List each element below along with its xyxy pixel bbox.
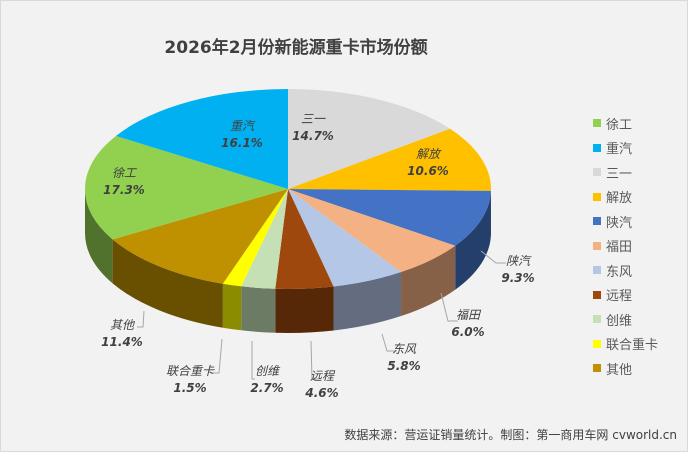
legend-swatch bbox=[593, 315, 601, 324]
legend-item: 创维 bbox=[593, 307, 658, 332]
legend-swatch bbox=[593, 339, 601, 348]
data-label-lianhe: 联合重卡 1.5% bbox=[165, 364, 215, 395]
legend: 徐工重汽三一解放陕汽福田东风远程创维联合重卡其他 bbox=[593, 111, 658, 381]
legend-item: 陕汽 bbox=[593, 209, 658, 234]
legend-swatch bbox=[593, 119, 601, 128]
legend-item: 远程 bbox=[593, 283, 658, 308]
data-label-foton: 福田 6.0% bbox=[451, 308, 485, 339]
slice-福田[interactable] bbox=[288, 189, 456, 273]
leader-line-3 bbox=[310, 340, 319, 380]
slice-远程[interactable] bbox=[275, 189, 334, 289]
slice-side-8 bbox=[112, 239, 223, 328]
legend-item: 重汽 bbox=[593, 136, 658, 161]
data-label-jiefang: 解放 10.6% bbox=[407, 147, 449, 178]
data-label-yuancheng: 远程 4.6% bbox=[305, 369, 339, 400]
slice-side-3 bbox=[401, 245, 456, 317]
legend-label: 远程 bbox=[606, 289, 633, 305]
legend-item: 其他 bbox=[593, 356, 658, 381]
data-label-others: 其他 11.4% bbox=[101, 318, 143, 349]
slice-创维[interactable] bbox=[241, 189, 288, 289]
data-label-xcmg: 徐工 17.3% bbox=[103, 166, 145, 197]
legend-label: 福田 bbox=[606, 240, 633, 256]
legend-label: 徐工 bbox=[606, 117, 633, 133]
legend-label: 三一 bbox=[606, 166, 633, 182]
legend-item: 东风 bbox=[593, 258, 658, 283]
legend-label: 东风 bbox=[606, 264, 633, 280]
legend-label: 其他 bbox=[606, 362, 633, 378]
slice-side-6 bbox=[241, 286, 276, 333]
legend-swatch bbox=[593, 143, 601, 152]
data-label-dongfeng: 东风 5.8% bbox=[387, 342, 421, 373]
leader-line-6 bbox=[137, 310, 145, 328]
leader-line-2 bbox=[381, 333, 396, 352]
slice-side-4 bbox=[333, 272, 402, 331]
slice-联合重卡[interactable] bbox=[222, 189, 288, 287]
legend-item: 解放 bbox=[593, 185, 658, 210]
legend-label: 陕汽 bbox=[606, 215, 633, 231]
slice-其他[interactable] bbox=[112, 189, 289, 284]
data-label-sany: 三一 14.7% bbox=[292, 112, 334, 143]
legend-swatch bbox=[593, 266, 601, 275]
legend-label: 重汽 bbox=[606, 142, 633, 158]
legend-swatch bbox=[593, 241, 601, 250]
leader-line-1 bbox=[440, 292, 458, 322]
legend-label: 解放 bbox=[606, 191, 633, 207]
slice-解放[interactable] bbox=[288, 128, 491, 191]
slice-东风[interactable] bbox=[288, 189, 402, 287]
legend-swatch bbox=[593, 364, 601, 373]
slice-三一[interactable] bbox=[288, 89, 450, 189]
slice-side-2 bbox=[455, 190, 491, 290]
slice-side-7 bbox=[222, 283, 242, 331]
source-note: 数据来源：营运证销量统计。制图：第一商用车网 cvworld.cn bbox=[344, 428, 677, 442]
leader-line-5 bbox=[213, 338, 223, 374]
data-label-chuangwei: 创维 2.7% bbox=[250, 364, 284, 395]
slice-side-5 bbox=[275, 286, 334, 333]
legend-swatch bbox=[593, 168, 601, 177]
slice-重汽[interactable] bbox=[115, 89, 288, 189]
legend-item: 徐工 bbox=[593, 111, 658, 136]
legend-swatch bbox=[593, 290, 601, 299]
legend-label: 联合重卡 bbox=[606, 338, 659, 354]
slice-陕汽[interactable] bbox=[288, 189, 491, 246]
legend-item: 三一 bbox=[593, 160, 658, 185]
legend-item: 福田 bbox=[593, 234, 658, 259]
chart-title: 2026年2月份新能源重卡市场份额 bbox=[164, 38, 428, 58]
data-label-shaanqi: 陕汽 9.3% bbox=[501, 254, 535, 285]
leader-line-4 bbox=[251, 341, 255, 380]
leader-line-0 bbox=[480, 250, 506, 264]
legend-swatch bbox=[593, 192, 601, 201]
legend-label: 创维 bbox=[606, 313, 633, 329]
slice-side-9 bbox=[85, 189, 113, 284]
legend-item: 联合重卡 bbox=[593, 332, 658, 357]
data-label-sinotruk: 重汽 16.1% bbox=[221, 119, 263, 150]
slice-徐工[interactable] bbox=[85, 135, 289, 240]
legend-swatch bbox=[593, 217, 601, 226]
